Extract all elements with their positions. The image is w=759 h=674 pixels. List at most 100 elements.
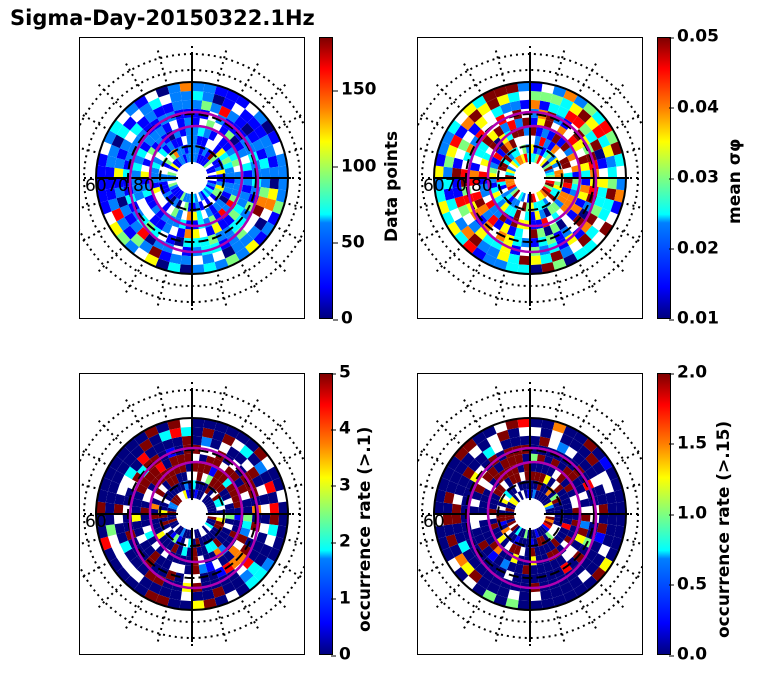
heatmap-cell [232,203,245,215]
heatmap-cell [530,82,543,92]
heatmap-cell [478,507,488,514]
heatmap-cell [542,498,552,506]
heatmap-cell [149,466,161,478]
heatmap-cell [512,525,521,534]
colorbar-tick-label: 4 [331,418,351,439]
heatmap-cell [169,253,182,265]
heatmap-cell [517,191,524,201]
dotted-mlt-line [435,248,460,273]
heatmap-cell [453,231,469,246]
heatmap-cell [598,514,609,525]
heatmap-cell [534,546,542,557]
heatmap-cell [136,451,150,465]
heatmap-cell [563,514,573,520]
heatmap-cell [205,520,215,527]
heatmap-cell [530,471,536,481]
heatmap-cell [602,534,615,548]
heatmap-cell [171,436,183,448]
heatmap-cell [559,156,570,166]
heatmap-cell [149,514,159,520]
heatmap-cell [172,160,181,169]
heatmap-cell [175,209,184,220]
heatmap-cell [585,225,600,240]
heatmap-cell [539,158,548,167]
heatmap-cell [518,591,530,602]
heatmap-cell [131,514,141,522]
heatmap-cell [149,508,159,514]
heatmap-cell [541,160,550,169]
heatmap-cell [243,178,253,186]
heatmap-cell [443,491,455,504]
heatmap-cell [104,502,115,514]
heatmap-cell [155,218,167,231]
heatmap-cell [506,119,517,131]
heatmap-cell [170,543,180,554]
heatmap-cell [136,483,148,495]
heatmap-cell [269,178,280,190]
heatmap-cell [169,520,179,527]
heatmap-cell [245,239,260,255]
heatmap-cell [245,575,260,591]
heatmap-cell [129,458,143,472]
heatmap-cell [579,498,590,508]
heatmap-cell [499,122,511,134]
heatmap-cell [454,531,466,544]
colorbar-1-label: Data points [382,130,402,242]
heatmap-cell [530,547,536,557]
heatmap-cell [105,155,117,168]
dotted-mlt-line [156,50,168,82]
heatmap-cell [451,178,462,189]
heatmap-cell [212,93,226,106]
dotted-mlt-line [600,248,625,273]
heatmap-cell [207,516,217,521]
heatmap-cell [517,527,524,537]
heatmap-cell [460,452,475,467]
heatmap-cell [136,147,148,159]
heatmap-cell [496,429,510,442]
heatmap-cell [201,482,209,493]
heatmap-cell [208,466,218,478]
heatmap-cell [239,108,254,123]
heatmap-cell [124,548,137,562]
heatmap-cell [512,494,521,503]
heatmap-cell [538,136,547,147]
heatmap-cell [119,540,132,554]
heatmap-cell [205,184,215,191]
heatmap-cell [462,437,477,453]
heatmap-cell [194,193,199,203]
heatmap-cell [269,166,280,178]
heatmap-cell [442,166,453,178]
heatmap-cell [170,207,180,218]
heatmap-cell [139,477,152,489]
heatmap-cell [530,255,542,266]
heatmap-cell [490,105,504,118]
heatmap-cell [138,102,153,116]
heatmap-cell [530,211,536,221]
heatmap-cell [493,461,505,474]
dotted-mlt-line [418,202,434,210]
heatmap-cell [179,145,186,156]
heatmap-cell [499,144,510,155]
heatmap-cell [245,437,260,453]
dotted-mlt-line [554,386,566,418]
colorbar-3 [319,373,333,655]
heatmap-cell [449,134,463,149]
heatmap-cell [583,239,598,255]
heatmap-cell [480,556,494,570]
heatmap-cell [487,550,499,562]
dotted-mlt-line [156,386,168,418]
heatmap-cell [136,550,150,564]
dotted-mlt-line [626,146,642,154]
heatmap-cell [530,480,535,490]
heatmap-cell [517,600,530,610]
heatmap-cell [536,155,543,165]
heatmap-cell [181,99,192,110]
heatmap-cell [577,527,589,538]
heatmap-cell [577,544,591,557]
heatmap-cell [208,204,218,215]
heatmap-cell [614,189,626,203]
heatmap-cell [149,117,162,131]
heatmap-cell [508,543,518,554]
heatmap-cell [200,545,209,556]
heatmap-cell [555,137,567,148]
